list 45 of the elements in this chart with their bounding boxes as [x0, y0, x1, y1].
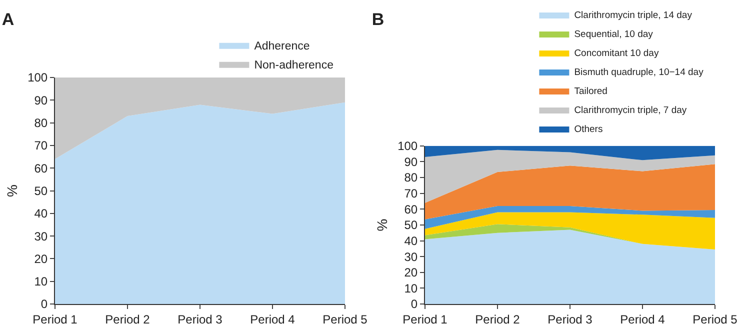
- legend-label: Adherence: [254, 40, 310, 52]
- y-tick-label: 20: [404, 266, 418, 280]
- legend-label: Sequential, 10 day: [574, 29, 654, 40]
- y-tick-label: 70: [34, 138, 48, 153]
- x-tick-label: Period 4: [620, 312, 666, 326]
- y-tick-label: 100: [28, 70, 48, 85]
- y-tick-label: 50: [404, 218, 418, 232]
- legend-label: Concomitant 10 day: [574, 48, 659, 60]
- y-tick-label: 70: [404, 186, 418, 201]
- y-tick-label: 40: [404, 234, 418, 248]
- x-tick-label: Period 3: [178, 312, 223, 326]
- x-tick-label: Period 1: [402, 312, 448, 326]
- x-tick-label: Period 2: [475, 312, 520, 326]
- y-tick-label: 90: [404, 154, 418, 169]
- x-tick-label: Period 1: [32, 312, 78, 326]
- legend-label: Clarithromycin triple, 14 day: [574, 10, 692, 22]
- x-tick-label: Period 2: [105, 312, 150, 326]
- chart-title: B: [372, 10, 384, 29]
- y-tick-label: 100: [398, 139, 418, 154]
- y-tick-label: 80: [404, 170, 418, 185]
- x-tick-label: Period 3: [548, 312, 593, 326]
- y-axis-title: %: [4, 184, 20, 197]
- y-axis-title: %: [374, 218, 390, 232]
- x-tick-label: Period 4: [250, 312, 296, 326]
- y-tick-label: 80: [34, 116, 48, 130]
- y-tick-label: 40: [34, 206, 48, 221]
- legend-label: Bismuth quadruple, 10−14 day: [574, 67, 704, 78]
- y-tick-label: 60: [404, 202, 418, 216]
- x-tick-label: Period 5: [692, 312, 738, 326]
- legend-label: Clarithromycin triple, 7 day: [574, 105, 687, 116]
- y-tick-label: 0: [410, 297, 418, 312]
- legend-label: Tailored: [574, 86, 608, 98]
- y-tick-label: 10: [34, 274, 48, 289]
- legend-label: Others: [574, 124, 603, 136]
- y-tick-label: 90: [34, 93, 48, 108]
- y-tick-label: 50: [34, 184, 48, 198]
- y-tick-label: 20: [34, 252, 48, 266]
- y-tick-label: 10: [404, 281, 418, 296]
- y-tick-label: 30: [404, 250, 418, 264]
- y-tick-label: 60: [34, 161, 48, 176]
- y-tick-label: 0: [40, 297, 48, 312]
- legend-label: Non-adherence: [254, 59, 334, 72]
- chart-title: A: [2, 10, 14, 29]
- y-tick-label: 30: [34, 229, 48, 244]
- x-tick-label: Period 5: [322, 312, 368, 326]
